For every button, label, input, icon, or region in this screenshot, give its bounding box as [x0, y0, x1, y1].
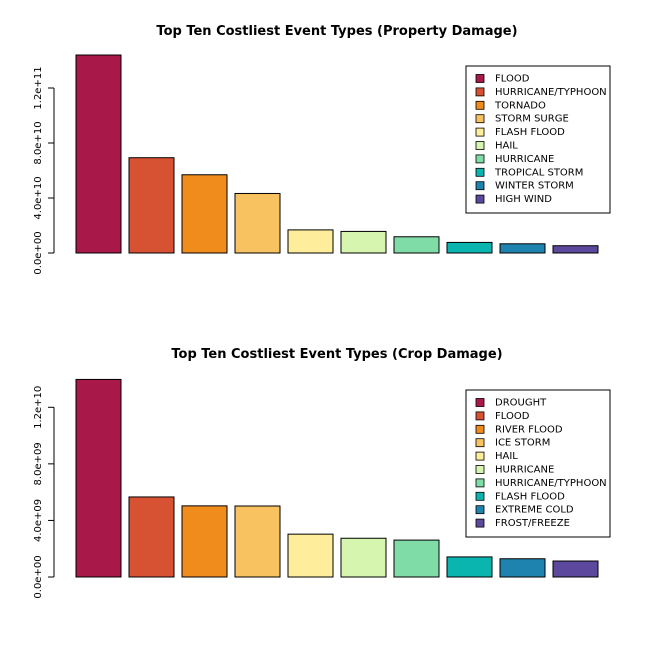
legend-swatch [475, 424, 485, 434]
y-tick-label: 1.2e+11 [33, 66, 44, 109]
legend-label: HURRICANE/TYPHOON [495, 478, 607, 489]
y-tick-label: 4.0e+10 [33, 176, 44, 219]
bars [75, 54, 599, 254]
bar [393, 236, 440, 254]
legend-swatch [475, 194, 485, 204]
bar [287, 533, 334, 578]
y-ticks: 0.0e+00 4.0e+10 8.0e+10 1.2e+11 [33, 66, 54, 275]
bar [446, 556, 493, 578]
legend-swatch [475, 154, 485, 164]
crop-damage-chart: Top Ten Costliest Event Types (Crop Dama… [33, 347, 611, 599]
legend-swatch [475, 491, 485, 501]
bar [181, 174, 228, 254]
legend-swatch [475, 478, 485, 488]
legend-swatch [475, 411, 485, 421]
bar [287, 229, 334, 254]
bar [552, 560, 599, 578]
legend-label: HURRICANE/TYPHOON [495, 87, 607, 98]
legend-swatch [475, 438, 485, 448]
bar [128, 157, 175, 254]
bar [234, 505, 281, 578]
legend-label: FLOOD [495, 74, 530, 85]
legend: FLOOD HURRICANE/TYPHOON TORNADO STORM SURGE… [465, 65, 611, 214]
legend-label: EXTREME COLD [495, 505, 574, 516]
bar [75, 378, 122, 578]
bar [340, 537, 387, 578]
chart-title: Top Ten Costliest Event Types (Property … [156, 24, 517, 39]
legend: DROUGHT FLOOD RIVER FLOOD ICE STORM HAIL HURR… [465, 389, 611, 538]
bar [75, 54, 122, 254]
legend-swatch [475, 87, 485, 97]
legend-label: WINTER STORM [495, 181, 574, 192]
legend-label: HIGH WIND [495, 194, 552, 205]
bar [393, 539, 440, 578]
legend-swatch [475, 505, 485, 515]
legend-box [465, 65, 611, 214]
chart-title: Top Ten Costliest Event Types (Crop Dama… [171, 347, 502, 362]
legend-label: TROPICAL STORM [494, 167, 583, 178]
legend-label: FLASH FLOOD [495, 491, 565, 502]
legend-label: FROST/FREEZE [495, 518, 570, 529]
legend-label: HURRICANE [495, 465, 554, 476]
bar [340, 230, 387, 254]
y-tick-label: 0.0e+00 [33, 231, 44, 274]
legend-label: FLOOD [495, 411, 530, 422]
y-tick-label: 8.0e+09 [33, 442, 44, 485]
legend-swatch [475, 398, 485, 407]
legend-swatch [475, 127, 485, 137]
legend-swatch [475, 451, 485, 461]
legend-box [465, 389, 611, 538]
legend-label: HURRICANE [495, 154, 554, 165]
legend-swatch [475, 141, 485, 150]
y-tick-label: 4.0e+09 [33, 499, 44, 542]
bar [552, 245, 599, 254]
legend-label: HAIL [495, 451, 518, 462]
legend-label: DROUGHT [495, 398, 547, 409]
y-tick-label: 8.0e+10 [33, 121, 44, 164]
y-ticks: 0.0e+00 4.0e+09 8.0e+09 1.2e+10 [33, 386, 54, 599]
bar [181, 505, 228, 578]
bar [499, 558, 546, 578]
bar [446, 241, 493, 254]
legend-label: RIVER FLOOD [495, 424, 563, 435]
legend-swatch [475, 518, 485, 528]
bars [75, 378, 599, 578]
legend-swatch [475, 74, 485, 83]
legend-label: HAIL [495, 141, 518, 152]
legend-label: TORNADO [494, 100, 546, 111]
bar [234, 192, 281, 254]
bar [499, 243, 546, 254]
legend-label: STORM SURGE [495, 114, 569, 125]
legend-swatch [475, 114, 485, 124]
bar [128, 496, 175, 578]
y-tick-label: 0.0e+00 [33, 555, 44, 598]
property-damage-chart: Top Ten Costliest Event Types (Property … [33, 24, 611, 275]
legend-swatch [475, 181, 485, 191]
legend-swatch [475, 100, 485, 110]
legend-swatch [475, 465, 485, 474]
legend-swatch [475, 167, 485, 177]
legend-label: ICE STORM [495, 438, 550, 449]
legend-label: FLASH FLOOD [495, 127, 565, 138]
y-tick-label: 1.2e+10 [33, 386, 44, 429]
